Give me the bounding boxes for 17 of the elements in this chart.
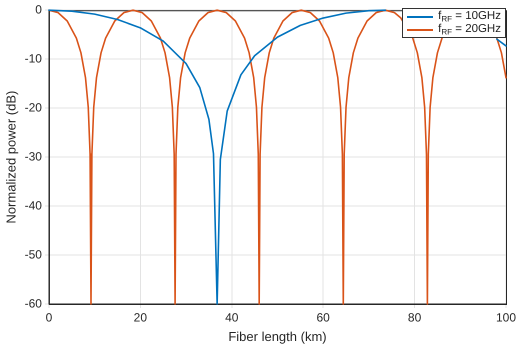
x-tick-label: 80 xyxy=(408,310,422,325)
y-tick-label: -50 xyxy=(24,247,42,262)
x-tick-label: 0 xyxy=(46,310,53,325)
y-axis-title: Normalized power (dB) xyxy=(3,90,18,224)
x-tick-label: 20 xyxy=(134,310,148,325)
legend-label: f$_{RF}$ = 20GHz xyxy=(438,23,501,37)
x-axis-title: Fiber length (km) xyxy=(228,328,327,344)
y-tick-label: -20 xyxy=(24,100,42,114)
y-tick-label: 0 xyxy=(35,2,42,17)
y-tick-label: -30 xyxy=(24,149,42,164)
y-tick-label: -10 xyxy=(24,51,42,66)
y-tick-label: -60 xyxy=(24,296,42,310)
x-tick-label: 100 xyxy=(496,310,516,325)
x-tick-label: 40 xyxy=(225,310,239,325)
legend-label: f$_{RF}$ = 10GHz xyxy=(438,10,501,24)
y-tick-label: -40 xyxy=(24,198,42,212)
x-tick-label: 60 xyxy=(316,310,330,325)
